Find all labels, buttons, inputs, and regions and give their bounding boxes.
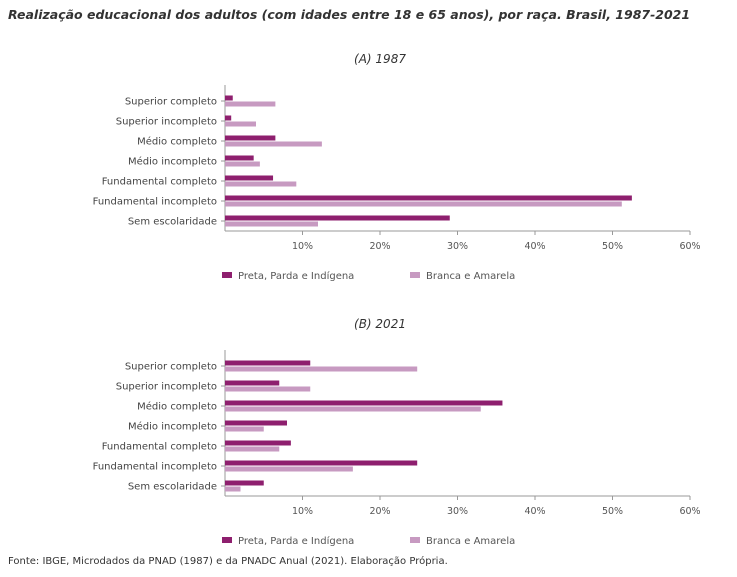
bar-preta-parda-indigena xyxy=(225,400,503,406)
bar-branca-amarela xyxy=(225,121,256,127)
bar-preta-parda-indigena xyxy=(225,460,418,466)
bar-branca-amarela xyxy=(225,221,318,227)
chart-subtitle: (A) 1987 xyxy=(354,52,406,66)
x-tick-label: 10% xyxy=(292,241,313,252)
bar-branca-amarela xyxy=(225,486,241,492)
x-tick-label: 60% xyxy=(679,241,700,252)
category-label: Fundamental incompleto xyxy=(93,197,217,208)
x-tick-label: 20% xyxy=(369,506,390,517)
bar-branca-amarela xyxy=(225,161,260,167)
bar-branca-amarela xyxy=(225,141,322,147)
bar-preta-parda-indigena xyxy=(225,440,291,446)
x-tick-label: 40% xyxy=(524,506,545,517)
legend-swatch xyxy=(222,537,232,543)
category-label: Fundamental incompleto xyxy=(93,462,217,473)
source-note: Fonte: IBGE, Microdados da PNAD (1987) e… xyxy=(8,556,448,567)
bar-preta-parda-indigena xyxy=(225,155,254,161)
bar-preta-parda-indigena xyxy=(225,175,274,181)
x-tick-label: 20% xyxy=(369,241,390,252)
x-tick-label: 30% xyxy=(447,506,468,517)
category-label: Sem escolaridade xyxy=(128,217,217,228)
category-label: Médio incompleto xyxy=(128,421,217,433)
x-tick-label: 50% xyxy=(602,506,623,517)
bar-branca-amarela xyxy=(225,446,280,452)
bar-branca-amarela xyxy=(225,181,297,187)
bar-branca-amarela xyxy=(225,406,481,412)
bar-branca-amarela xyxy=(225,366,418,372)
category-label: Superior completo xyxy=(125,362,217,373)
legend-label: Preta, Parda e Indígena xyxy=(238,535,354,547)
legend-swatch xyxy=(222,272,232,278)
category-label: Superior incompleto xyxy=(116,117,217,128)
bar-branca-amarela xyxy=(225,426,264,432)
x-tick-label: 40% xyxy=(524,241,545,252)
bar-preta-parda-indigena xyxy=(225,380,280,386)
bar-branca-amarela xyxy=(225,101,276,107)
bar-preta-parda-indigena xyxy=(225,215,450,221)
chart-subtitle: (B) 2021 xyxy=(354,317,406,331)
category-label: Médio incompleto xyxy=(128,156,217,168)
legend-swatch xyxy=(410,272,420,278)
bar-preta-parda-indigena xyxy=(225,95,233,101)
bar-branca-amarela xyxy=(225,201,622,207)
category-label: Fundamental completo xyxy=(102,177,217,188)
category-label: Médio completo xyxy=(137,136,217,148)
x-tick-label: 50% xyxy=(602,241,623,252)
legend-label: Preta, Parda e Indígena xyxy=(238,270,354,282)
figure-title: Realização educacional dos adultos (com … xyxy=(8,7,691,22)
bar-branca-amarela xyxy=(225,466,353,472)
x-tick-label: 60% xyxy=(679,506,700,517)
bar-preta-parda-indigena xyxy=(225,360,311,366)
chart-a-1987: (A) 1987 10% 20% 30% 40% 50% 60% Superior compl… xyxy=(93,52,701,282)
category-label: Fundamental completo xyxy=(102,442,217,453)
category-label: Sem escolaridade xyxy=(128,482,217,493)
bar-preta-parda-indigena xyxy=(225,195,632,201)
bar-preta-parda-indigena xyxy=(225,420,287,426)
x-tick-label: 30% xyxy=(447,241,468,252)
legend-label: Branca e Amarela xyxy=(426,536,515,547)
category-label: Superior incompleto xyxy=(116,382,217,393)
category-label: Superior completo xyxy=(125,97,217,108)
category-label: Médio completo xyxy=(137,401,217,413)
legend-swatch xyxy=(410,537,420,543)
chart-b-2021: (B) 2021 10% 20% 30% 40% 50% 60% Superior compl… xyxy=(93,317,701,547)
legend-label: Branca e Amarela xyxy=(426,271,515,282)
bar-preta-parda-indigena xyxy=(225,135,276,141)
bar-preta-parda-indigena xyxy=(225,115,232,121)
bar-preta-parda-indigena xyxy=(225,480,264,486)
x-tick-label: 10% xyxy=(292,506,313,517)
bar-branca-amarela xyxy=(225,386,311,392)
